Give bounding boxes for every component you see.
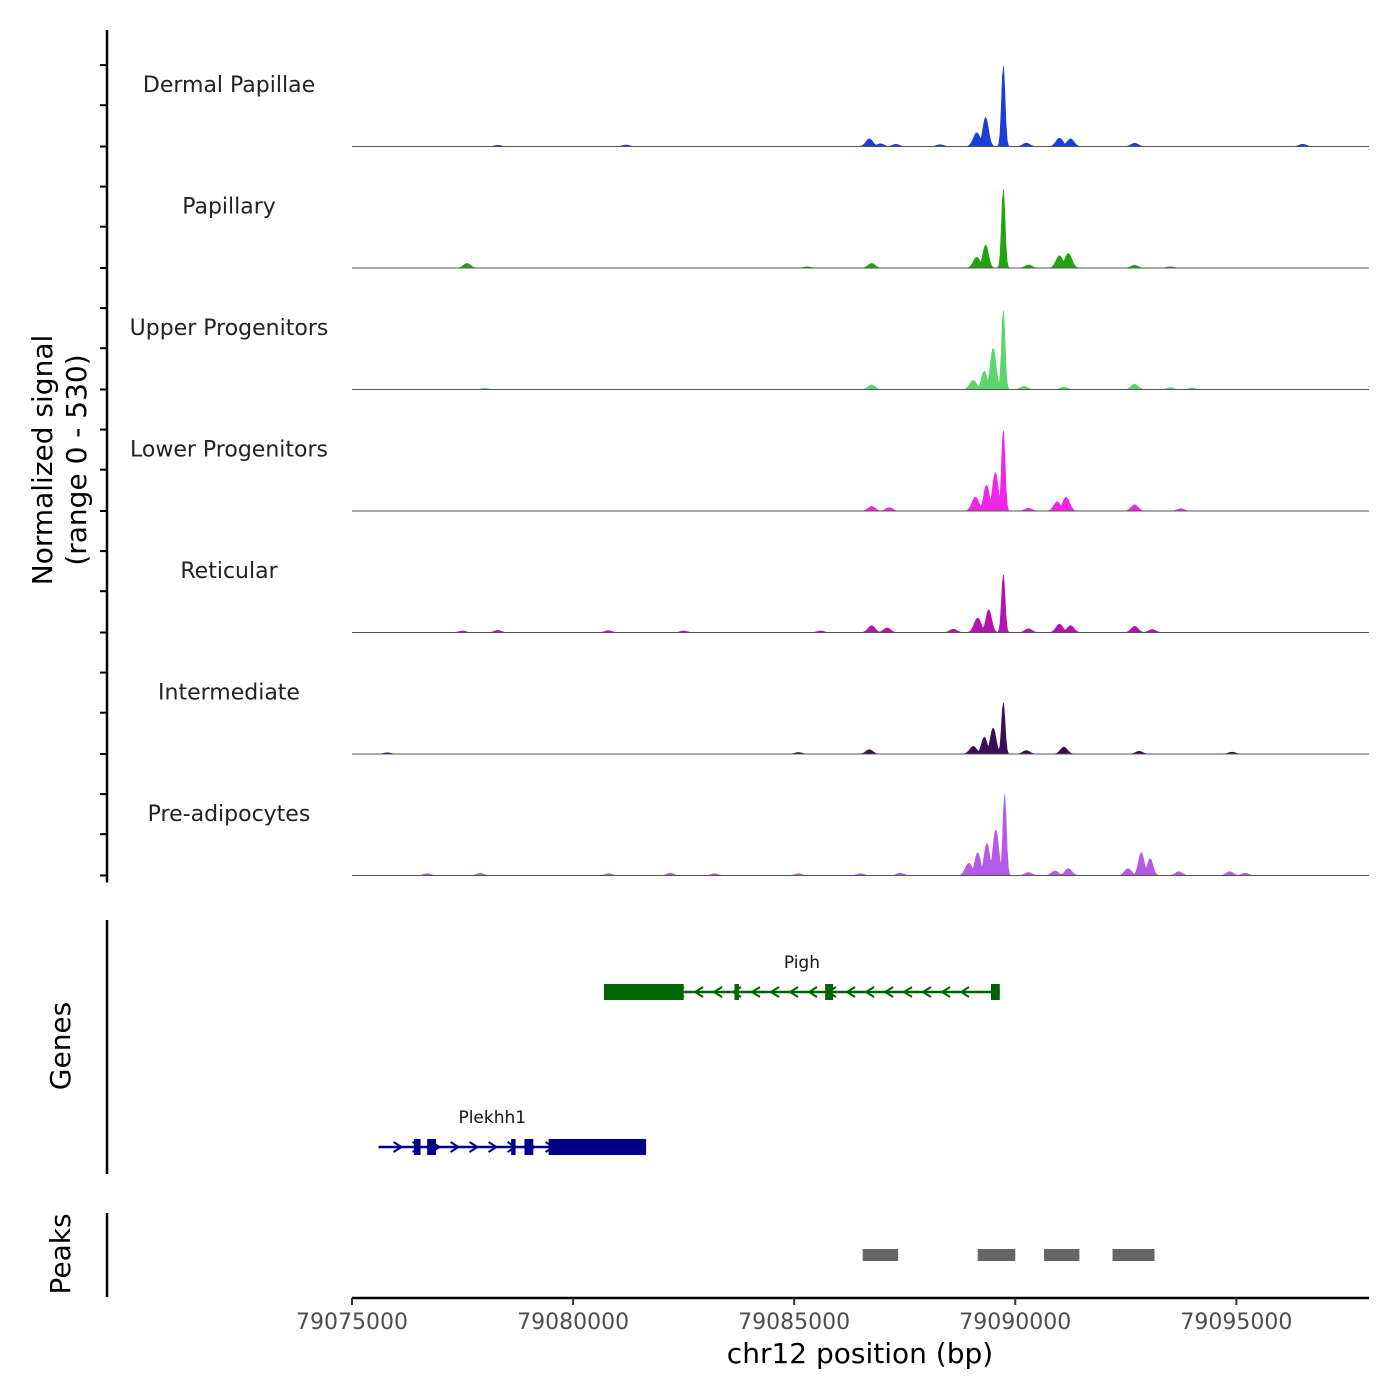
exon-block — [990, 984, 1000, 1000]
gene-annotations: Pigh Plekhh1 — [378, 953, 1000, 1155]
coding-block — [548, 1139, 647, 1155]
signal-area — [352, 794, 1369, 876]
peaks-panel-title: Peaks — [44, 1213, 77, 1294]
strand-arrow — [788, 986, 799, 998]
strand-arrow — [864, 986, 875, 998]
x-tick-label: 79075000 — [296, 1310, 408, 1335]
strand-arrow — [940, 986, 951, 998]
signal-area — [352, 310, 1369, 390]
signal-area — [352, 430, 1369, 512]
track-label: Lower Progenitors — [130, 437, 328, 462]
signal-area — [352, 189, 1369, 269]
peak-region — [1044, 1249, 1080, 1261]
strand-arrow — [469, 1141, 480, 1153]
track-label: Pre-adipocytes — [148, 802, 311, 827]
strand-arrow — [712, 986, 723, 998]
exon-block — [413, 1139, 421, 1155]
coding-block — [604, 984, 682, 1000]
track-label: Dermal Papillae — [143, 73, 315, 98]
strand-arrow — [693, 986, 704, 998]
exon-block — [511, 1139, 516, 1155]
strand-arrow — [883, 986, 894, 998]
x-axis-title: chr12 position (bp) — [727, 1337, 993, 1370]
strand-arrow — [807, 986, 818, 998]
coverage-y-axis — [100, 30, 109, 883]
y-axis-title-line2: (range 0 - 530) — [60, 354, 93, 565]
track-label: Papillary — [182, 194, 276, 219]
x-tick-label: 79080000 — [517, 1310, 629, 1335]
coverage-tracks: Dermal Papillae Papillary Upper Progenitor… — [130, 66, 1369, 876]
signal-area — [352, 702, 1369, 755]
exon-block — [734, 984, 739, 1000]
x-axis-ticks: 79075000 79080000 79085000 79090000 79095000 — [296, 1298, 1292, 1335]
coverage-y-axis-title: Normalized signal (range 0 - 530) — [26, 335, 93, 586]
peak-region — [1112, 1249, 1155, 1261]
strand-arrow — [921, 986, 932, 998]
strand-arrow — [769, 986, 780, 998]
peak-regions — [862, 1249, 1155, 1261]
strand-arrow — [845, 986, 856, 998]
strand-arrow — [450, 1141, 461, 1153]
x-tick-label: 79090000 — [959, 1310, 1071, 1335]
exon-block — [825, 984, 834, 1000]
track-label: Reticular — [180, 559, 278, 584]
x-tick-label: 79085000 — [738, 1310, 850, 1335]
signal-area — [352, 574, 1369, 633]
exon-block — [524, 1139, 534, 1155]
gene-label: Plekhh1 — [458, 1108, 526, 1128]
x-tick-label: 79095000 — [1180, 1310, 1292, 1335]
signal-area — [352, 66, 1369, 147]
strand-arrow — [393, 1141, 404, 1153]
peak-region — [862, 1249, 899, 1261]
exon-block — [427, 1139, 437, 1155]
strand-arrow — [750, 986, 761, 998]
genes-panel-title: Genes — [44, 1002, 77, 1090]
strand-arrow — [902, 986, 913, 998]
track-label: Intermediate — [158, 680, 300, 705]
track-label: Upper Progenitors — [130, 316, 329, 341]
peak-region — [977, 1249, 1016, 1261]
gene-label: Pigh — [784, 953, 820, 973]
strand-arrow — [488, 1141, 499, 1153]
y-axis-title-line1: Normalized signal — [26, 335, 59, 586]
strand-arrow — [959, 986, 970, 998]
